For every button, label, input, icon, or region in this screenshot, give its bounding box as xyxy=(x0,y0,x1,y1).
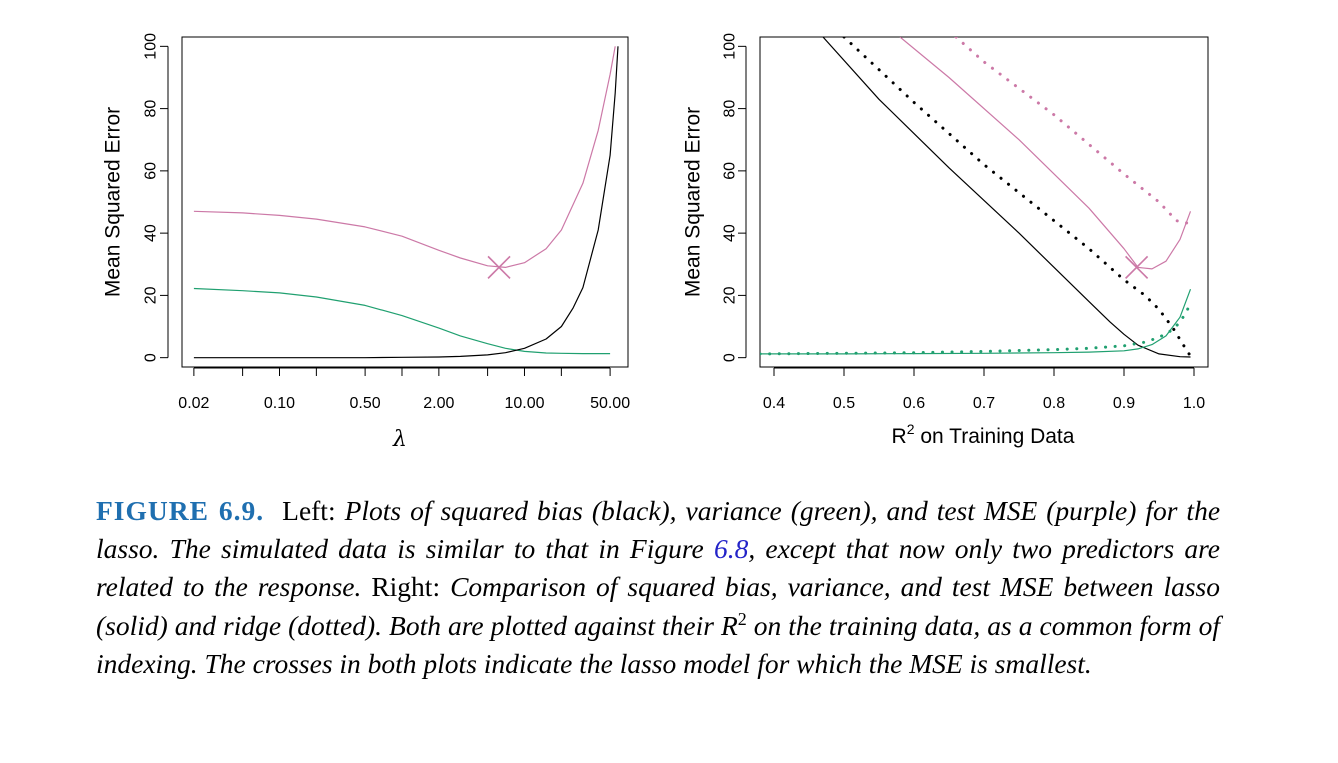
caption-r-symbol: R xyxy=(720,609,738,641)
x-tick-label: 50.00 xyxy=(590,395,630,412)
x-axis-title: R2 on Training Data xyxy=(892,421,1075,448)
series-line-5 xyxy=(760,300,1192,356)
y-tick-label: 40 xyxy=(143,224,160,242)
x-tick-label: 0.50 xyxy=(350,395,381,412)
right-plot: 0 20 40 60 80 100 Mean Squared Error 0.4 0.5 0.6 0… xyxy=(681,33,1209,448)
left-plot: 0 20 40 60 80 100 Mean Squared Error 0.02 0.10 0.… xyxy=(101,33,630,452)
y-tick-label: 0 xyxy=(143,353,160,362)
min-mse-cross-marker xyxy=(487,255,511,279)
y-tick-label: 60 xyxy=(722,162,739,180)
y-tick-label: 80 xyxy=(722,100,739,118)
x-tick-label: 0.02 xyxy=(178,395,209,412)
x-tick-label: 2.00 xyxy=(423,395,454,412)
series-line-3 xyxy=(842,37,1192,358)
figure-label: FIGURE 6.9. xyxy=(96,495,265,526)
y-tick-label: 20 xyxy=(143,286,160,304)
caption-left-text: Plots of squared bias (black), variance … xyxy=(96,495,1221,565)
caption-right-text-2: on the training data, as a common form o… xyxy=(96,609,1221,679)
caption-left-word: Left: xyxy=(282,495,336,526)
series-line-0 xyxy=(822,37,1191,358)
y-axis-title: Mean Squared Error xyxy=(101,107,124,297)
x-tick-label: 0.6 xyxy=(903,395,925,412)
plot-frame xyxy=(181,36,629,368)
caption-after-ref: , except that now only two predictors ar… xyxy=(96,533,1220,603)
series-line-2 xyxy=(760,288,1192,355)
y-tick-label: 100 xyxy=(143,33,160,60)
x-tick-label: 0.5 xyxy=(833,395,855,412)
series-line-1 xyxy=(193,287,611,355)
y-axis-title: Mean Squared Error xyxy=(681,107,704,297)
caption-right-text-1: Comparison of squared bias, variance, an… xyxy=(96,571,1221,641)
x-tick-label: 0.9 xyxy=(1113,395,1135,412)
y-tick-label: 40 xyxy=(722,224,739,242)
plot-frame xyxy=(759,36,1209,368)
x-axis-title: λ xyxy=(392,427,407,452)
x-tick-label: 1.0 xyxy=(1183,395,1205,412)
series-line-1 xyxy=(899,37,1192,270)
y-tick-label: 0 xyxy=(722,353,739,362)
min-mse-cross-marker xyxy=(1125,255,1149,279)
caption-right-word: Right: xyxy=(371,571,441,603)
x-tick-label: 0.7 xyxy=(973,395,995,412)
y-tick-label: 80 xyxy=(143,100,160,118)
x-tick-label: 10.00 xyxy=(504,395,544,412)
y-tick-label: 100 xyxy=(722,33,739,60)
series-line-2 xyxy=(193,46,619,359)
x-tick-label: 0.10 xyxy=(264,395,295,412)
y-tick-label: 60 xyxy=(143,162,160,180)
figure-reference-link[interactable]: 6.8 xyxy=(713,533,749,565)
figure-caption: FIGURE 6.9. Left: Plots of squared bias … xyxy=(96,492,1220,683)
y-tick-label: 20 xyxy=(722,286,739,304)
series-line-0 xyxy=(193,46,616,268)
caption-r-superscript: 2 xyxy=(737,608,747,629)
series-line-4 xyxy=(954,37,1192,226)
x-tick-label: 0.4 xyxy=(763,395,785,412)
x-tick-label: 0.8 xyxy=(1043,395,1065,412)
